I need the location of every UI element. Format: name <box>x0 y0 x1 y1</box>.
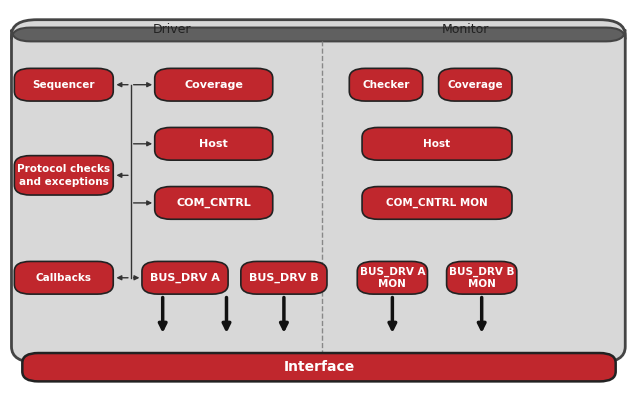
FancyBboxPatch shape <box>15 262 114 294</box>
Text: BUS_DRV A
MON: BUS_DRV A MON <box>360 266 425 289</box>
Text: BUS_DRV A: BUS_DRV A <box>150 273 220 283</box>
Text: Monitor: Monitor <box>442 23 489 36</box>
Text: Callbacks: Callbacks <box>36 273 92 283</box>
FancyBboxPatch shape <box>362 187 512 219</box>
FancyBboxPatch shape <box>15 69 114 101</box>
FancyBboxPatch shape <box>357 262 427 294</box>
Text: Interface: Interface <box>283 360 355 374</box>
FancyBboxPatch shape <box>241 262 327 294</box>
FancyBboxPatch shape <box>142 262 228 294</box>
FancyBboxPatch shape <box>11 20 625 362</box>
FancyBboxPatch shape <box>439 69 512 101</box>
Text: Host: Host <box>424 139 450 149</box>
FancyBboxPatch shape <box>11 28 625 41</box>
Text: COM_CNTRL MON: COM_CNTRL MON <box>386 198 488 208</box>
FancyBboxPatch shape <box>447 262 517 294</box>
FancyBboxPatch shape <box>350 69 422 101</box>
Text: COM_CNTRL: COM_CNTRL <box>176 198 251 208</box>
Text: Sequencer: Sequencer <box>33 80 95 90</box>
Text: Coverage: Coverage <box>184 80 243 90</box>
Text: Coverage: Coverage <box>447 80 503 90</box>
Text: BUS_DRV B: BUS_DRV B <box>249 273 319 283</box>
FancyBboxPatch shape <box>362 128 512 160</box>
Text: Checker: Checker <box>362 80 410 90</box>
FancyBboxPatch shape <box>154 187 273 219</box>
FancyBboxPatch shape <box>15 156 114 195</box>
FancyBboxPatch shape <box>154 128 273 160</box>
Text: BUS_DRV B
MON: BUS_DRV B MON <box>449 266 514 289</box>
Text: Host: Host <box>199 139 228 149</box>
FancyBboxPatch shape <box>154 69 273 101</box>
Text: Protocol checks
and exceptions: Protocol checks and exceptions <box>17 164 110 186</box>
Text: Driver: Driver <box>153 23 191 36</box>
FancyBboxPatch shape <box>22 353 616 381</box>
